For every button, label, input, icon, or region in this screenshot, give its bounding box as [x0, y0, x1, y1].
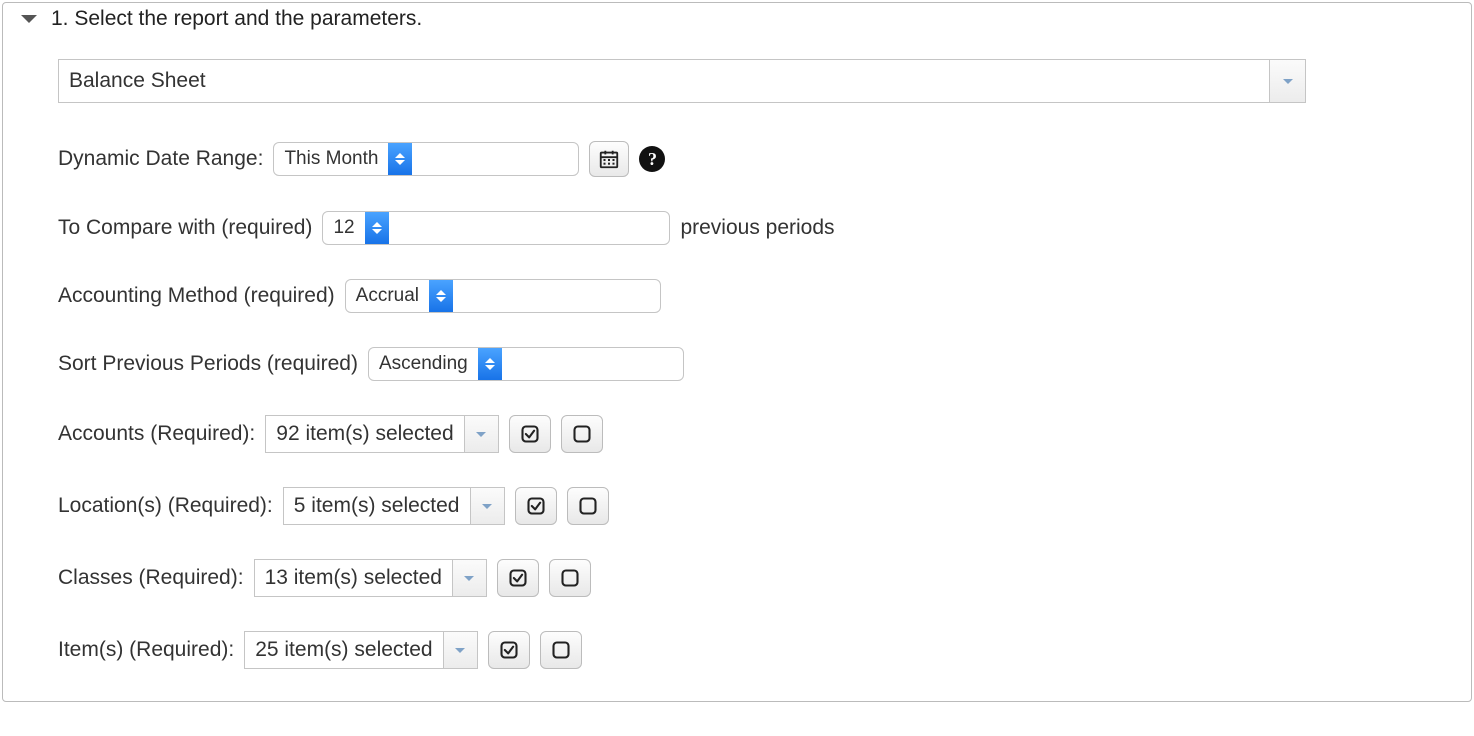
check-square-icon	[508, 568, 528, 588]
panel-body: Balance Sheet Dynamic Date Range: This M…	[3, 31, 1471, 701]
report-parameters-panel: 1. Select the report and the parameters.…	[2, 2, 1472, 702]
label-items: Item(s) (Required):	[58, 638, 234, 662]
chevron-updown-icon	[478, 348, 502, 380]
chevron-updown-icon	[388, 143, 412, 175]
panel-header[interactable]: 1. Select the report and the parameters.	[3, 3, 1471, 31]
locations-select-all-button[interactable]	[515, 487, 557, 525]
combo-accounts[interactable]: 92 item(s) selected	[265, 415, 498, 453]
chevron-down-icon	[452, 560, 486, 596]
check-square-icon	[520, 424, 540, 444]
chevron-down-icon	[470, 488, 504, 524]
empty-square-icon	[572, 424, 592, 444]
row-classes: Classes (Required): 13 item(s) selected	[58, 559, 1421, 597]
row-compare: To Compare with (required) 12 previous p…	[58, 211, 1421, 245]
combo-locations-value: 5 item(s) selected	[284, 488, 470, 524]
row-accounting-method: Accounting Method (required) Accrual	[58, 279, 1421, 313]
report-select-dropdown-button[interactable]	[1269, 60, 1305, 102]
empty-square-icon	[551, 640, 571, 660]
report-select-value: Balance Sheet	[59, 60, 1269, 102]
combo-items-value: 25 item(s) selected	[245, 632, 442, 668]
locations-deselect-all-button[interactable]	[567, 487, 609, 525]
row-sort-previous: Sort Previous Periods (required) Ascendi…	[58, 347, 1421, 381]
select-compare-value: 12	[323, 212, 364, 244]
items-deselect-all-button[interactable]	[540, 631, 582, 669]
label-dynamic-date: Dynamic Date Range:	[58, 147, 263, 171]
label-classes: Classes (Required):	[58, 566, 244, 590]
chevron-down-icon	[464, 416, 498, 452]
classes-deselect-all-button[interactable]	[549, 559, 591, 597]
check-square-icon	[526, 496, 546, 516]
label-accounting-method: Accounting Method (required)	[58, 284, 335, 308]
suffix-compare: previous periods	[680, 216, 834, 240]
collapse-triangle-icon	[21, 15, 37, 23]
select-accounting-method-value: Accrual	[346, 280, 429, 312]
empty-square-icon	[560, 568, 580, 588]
combo-locations[interactable]: 5 item(s) selected	[283, 487, 505, 525]
row-accounts: Accounts (Required): 92 item(s) selected	[58, 415, 1421, 453]
empty-square-icon	[578, 496, 598, 516]
select-dynamic-date[interactable]: This Month	[273, 142, 579, 176]
panel-title: 1. Select the report and the parameters.	[51, 7, 422, 31]
chevron-down-icon	[443, 632, 477, 668]
select-dynamic-date-value: This Month	[274, 143, 388, 175]
chevron-updown-icon	[429, 280, 453, 312]
combo-accounts-value: 92 item(s) selected	[266, 416, 463, 452]
calendar-button[interactable]	[589, 141, 629, 177]
classes-select-all-button[interactable]	[497, 559, 539, 597]
select-sort-previous[interactable]: Ascending	[368, 347, 684, 381]
accounts-select-all-button[interactable]	[509, 415, 551, 453]
row-dynamic-date: Dynamic Date Range: This Month	[58, 141, 1421, 177]
combo-items[interactable]: 25 item(s) selected	[244, 631, 477, 669]
label-locations: Location(s) (Required):	[58, 494, 273, 518]
select-sort-previous-value: Ascending	[369, 348, 478, 380]
label-compare: To Compare with (required)	[58, 216, 312, 240]
select-accounting-method[interactable]: Accrual	[345, 279, 661, 313]
combo-classes-value: 13 item(s) selected	[255, 560, 452, 596]
label-sort-previous: Sort Previous Periods (required)	[58, 352, 358, 376]
chevron-updown-icon	[365, 212, 389, 244]
combo-classes[interactable]: 13 item(s) selected	[254, 559, 487, 597]
select-compare[interactable]: 12	[322, 211, 670, 245]
help-icon[interactable]: ?	[639, 146, 665, 172]
report-select[interactable]: Balance Sheet	[58, 59, 1306, 103]
row-locations: Location(s) (Required): 5 item(s) select…	[58, 487, 1421, 525]
label-accounts: Accounts (Required):	[58, 422, 255, 446]
check-square-icon	[499, 640, 519, 660]
row-items: Item(s) (Required): 25 item(s) selected	[58, 631, 1421, 669]
calendar-icon	[598, 148, 620, 170]
items-select-all-button[interactable]	[488, 631, 530, 669]
accounts-deselect-all-button[interactable]	[561, 415, 603, 453]
